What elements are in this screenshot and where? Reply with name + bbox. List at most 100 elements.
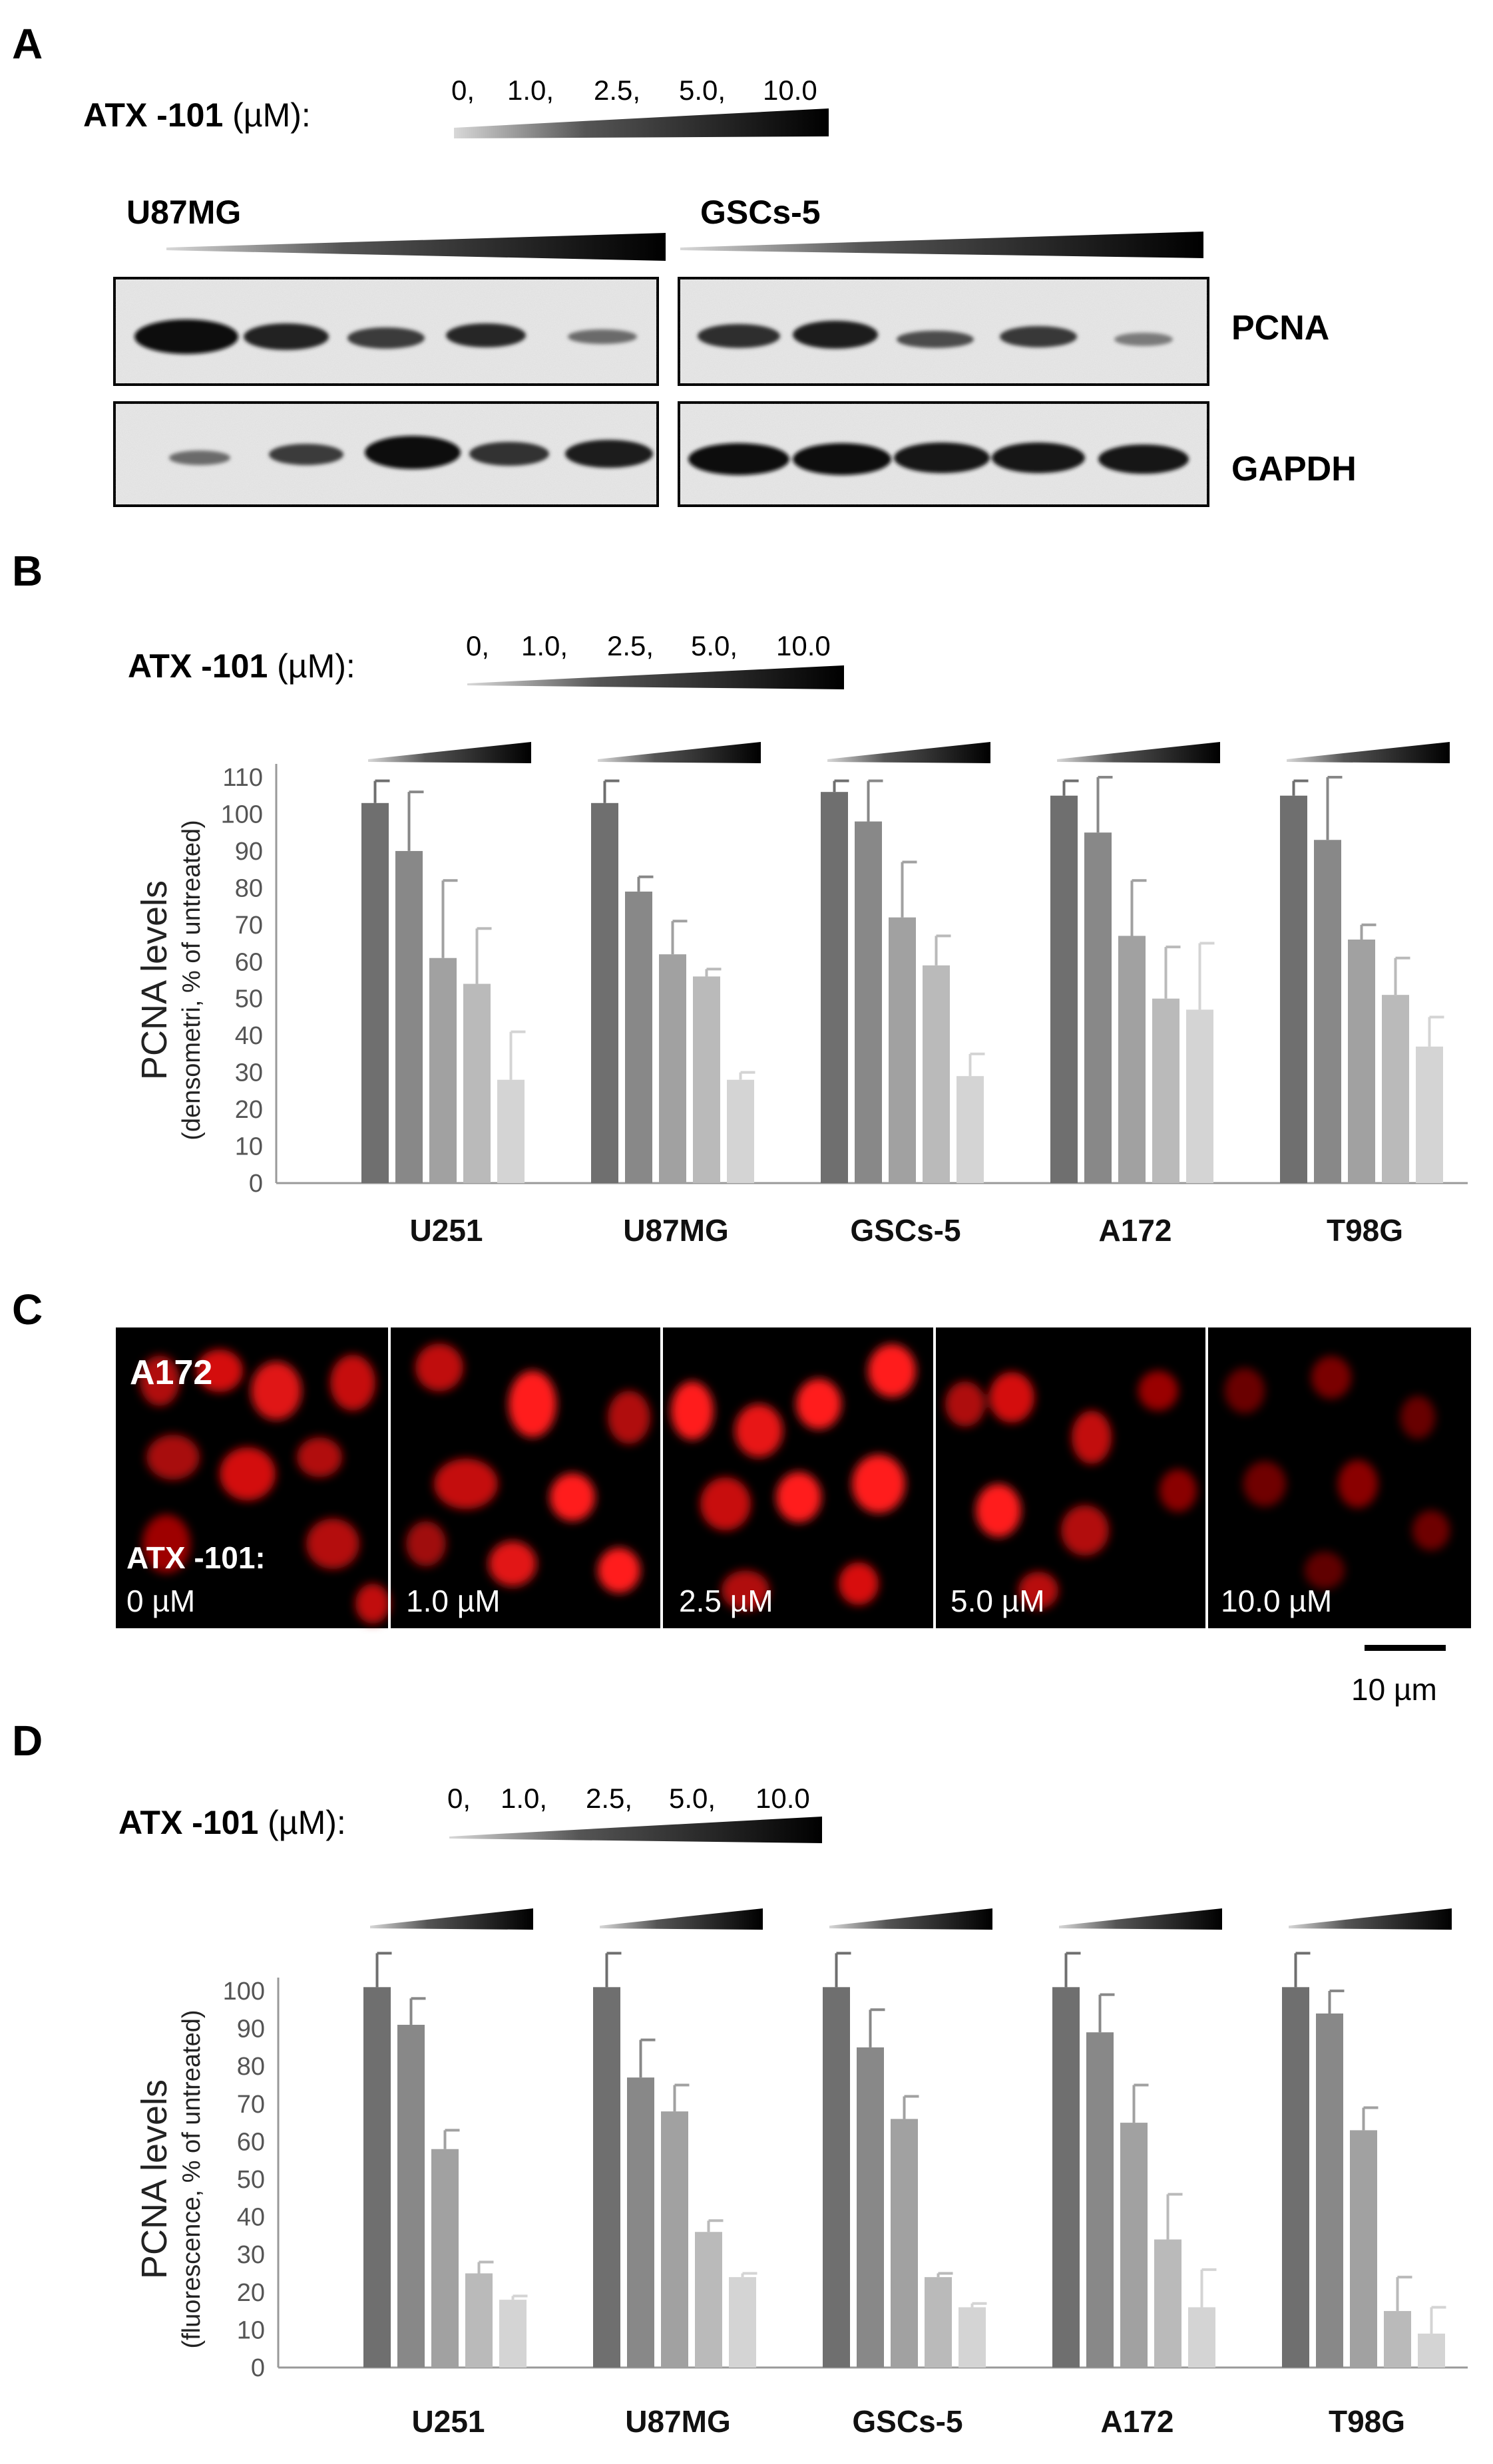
- micrograph-2-5um: 2.5 µM: [671, 1344, 916, 1618]
- micrograph-divider: [660, 1327, 663, 1628]
- y-tick-label: 60: [235, 948, 263, 976]
- y-tick-label: 90: [237, 2016, 265, 2043]
- category-label: A172: [1099, 1213, 1172, 1248]
- bar: [695, 2232, 722, 2368]
- panel-a-letter: A: [12, 20, 43, 68]
- y-tick-label: 10: [237, 2316, 265, 2344]
- bar: [1280, 795, 1307, 1183]
- svg-text:ATX -101 (µM):: ATX -101 (µM):: [118, 1804, 346, 1841]
- category-label: U251: [412, 2404, 485, 2439]
- band-label: PCNA: [1231, 309, 1329, 347]
- bar: [429, 958, 457, 1183]
- blot-group-label: U87MG: [126, 194, 241, 231]
- bar: [625, 891, 652, 1183]
- category-label: U87MG: [623, 1213, 728, 1248]
- scale-bar: [1365, 1645, 1446, 1651]
- bar: [891, 2119, 918, 2368]
- bar: [925, 2277, 952, 2368]
- micrograph-10um: 10.0 µM: [1221, 1356, 1450, 1618]
- dose-caption: 1.0 µM: [406, 1584, 501, 1618]
- bar: [659, 954, 686, 1183]
- bar: [1120, 2123, 1148, 2368]
- bar: [1350, 2130, 1377, 2368]
- bar: [729, 2277, 756, 2368]
- panel-b-letter: B: [12, 547, 43, 595]
- blot-group-label: GSCs-5: [700, 194, 821, 231]
- panel-d-dose: 5.0,: [669, 1783, 716, 1814]
- bar: [1154, 2239, 1181, 2368]
- dose-wedge: [449, 1817, 822, 1843]
- dose-wedge: [600, 1908, 763, 1930]
- panel-b-dose: 10.0: [776, 630, 831, 661]
- y-tick-label: 90: [235, 838, 263, 866]
- bar: [361, 802, 389, 1183]
- dose-wedge: [680, 232, 1203, 258]
- bar: [1382, 995, 1409, 1183]
- y-axis-sublabel: (fluorescence, % of untreated): [178, 2010, 206, 2348]
- y-tick-label: 20: [237, 2279, 265, 2307]
- scale-bar-label: 10 µm: [1351, 1672, 1437, 1707]
- category-label: GSCs-5: [852, 2404, 962, 2439]
- bar: [591, 802, 618, 1183]
- panel-b-treatment-header: ATX -101 (µM): 0, 1.0, 2.5, 5.0, 10.0: [128, 630, 844, 689]
- bar: [857, 2047, 884, 2368]
- micrograph-divider: [388, 1327, 391, 1628]
- y-tick-label: 50: [235, 985, 263, 1013]
- panel-d-dose: 10.0: [755, 1783, 810, 1814]
- y-axis-label: PCNA levels: [134, 2079, 174, 2279]
- panel-d-dose: 2.5,: [586, 1783, 632, 1814]
- y-tick-label: 40: [235, 1022, 263, 1050]
- y-tick-label: 50: [237, 2166, 265, 2194]
- y-tick-label: 70: [235, 912, 263, 940]
- panel-a-treatment-unit: (µM):: [223, 96, 311, 134]
- panel-b-dose: 2.5,: [607, 630, 654, 661]
- panel-b: B ATX -101 (µM): 0, 1.0, 2.5, 5.0, 10.0 …: [12, 547, 1468, 1248]
- panel-b-treatment-unit: (µM):: [268, 647, 355, 685]
- y-tick-label: 110: [222, 764, 263, 792]
- bar: [593, 1987, 620, 2368]
- category-label: GSCs-5: [850, 1213, 960, 1248]
- y-tick-label: 70: [237, 2091, 265, 2119]
- bar: [823, 1987, 850, 2368]
- panel-c: C A172 ATX -101: 0 µM: [12, 1286, 1471, 1707]
- dose-wedge: [1059, 1908, 1222, 1930]
- panel-a-dose: 5.0,: [679, 75, 726, 106]
- bar: [499, 2300, 527, 2368]
- bar: [1384, 2311, 1411, 2368]
- category-label: U251: [410, 1213, 483, 1248]
- bar: [627, 2077, 654, 2368]
- band-label: GAPDH: [1231, 450, 1357, 488]
- dose-caption: 2.5 µM: [679, 1584, 773, 1618]
- bar: [661, 2111, 688, 2368]
- bar: [1282, 1987, 1309, 2368]
- bar: [1050, 795, 1078, 1183]
- dose-wedge: [166, 233, 666, 261]
- svg-text:ATX -101 (µM):: ATX -101 (µM):: [83, 96, 311, 134]
- bar-chart-d: 0 10 20 30 40 50 60 70 80 90 100 PCNA levels (fluore…: [134, 1908, 1468, 2439]
- bar: [1418, 2334, 1445, 2368]
- y-tick-label: 0: [249, 1170, 263, 1198]
- dose-caption: 10.0 µM: [1221, 1584, 1332, 1618]
- cell-line-label: A172: [130, 1353, 212, 1392]
- bar: [727, 1079, 754, 1183]
- bar: [855, 821, 882, 1183]
- panel-d-treatment-header: ATX -101 (µM): 0, 1.0, 2.5, 5.0, 10.0: [118, 1783, 822, 1843]
- dose-caption: 0 µM: [126, 1584, 195, 1618]
- bar: [431, 2149, 459, 2368]
- panel-b-dose: 5.0,: [691, 630, 738, 661]
- y-tick-label: 100: [223, 1978, 265, 2006]
- y-tick-label: 100: [221, 800, 263, 828]
- panel-b-treatment-name: ATX -101: [128, 647, 268, 685]
- dose-wedge: [827, 742, 990, 763]
- dose-wedge: [598, 742, 761, 763]
- bar-chart-b: 0 10 20 30 40 50 60 70 80 90 100 110 PCNA levels (den…: [134, 742, 1468, 1248]
- bar: [959, 2307, 986, 2368]
- western-blot: [113, 277, 1209, 507]
- bar: [463, 983, 491, 1183]
- panel-a-dose: 2.5,: [594, 75, 640, 106]
- bar: [1052, 1987, 1080, 2368]
- y-axis-label: PCNA levels: [134, 880, 174, 1080]
- y-axis-sublabel: (densometri, % of untreated): [178, 820, 206, 1141]
- micrograph-5um: 5.0 µM: [945, 1371, 1197, 1618]
- bar: [465, 2273, 493, 2368]
